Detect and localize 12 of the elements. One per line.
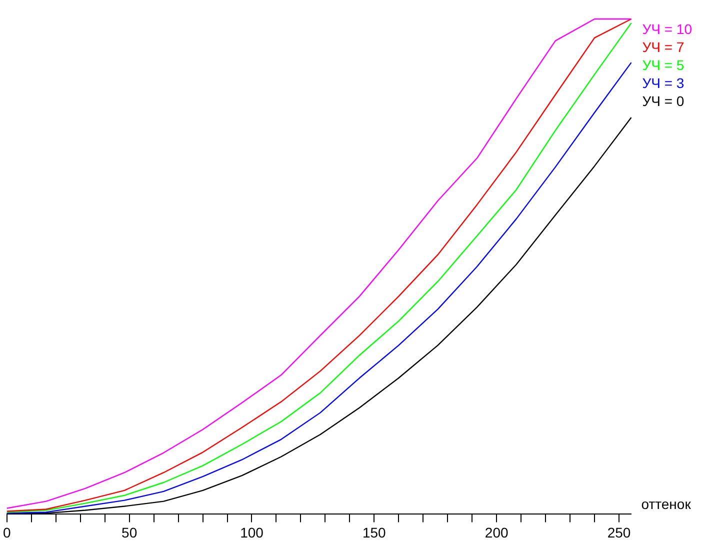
x-tick-label: 0: [2, 524, 11, 540]
x-tick-label: 200: [484, 524, 508, 540]
x-tick-label: 50: [122, 524, 138, 540]
x-tick-label: 100: [240, 524, 264, 540]
x-tick-label: 250: [607, 524, 631, 540]
series-label: УЧ = 3: [642, 74, 684, 91]
text: УЧ = 5: [642, 56, 684, 73]
series-label: УЧ = 7: [642, 38, 684, 55]
series-label: УЧ = 10: [642, 20, 692, 37]
x-tick-label: 150: [362, 524, 386, 540]
x-axis-title: оттенок: [641, 496, 692, 512]
series-label: УЧ = 0: [642, 92, 684, 109]
